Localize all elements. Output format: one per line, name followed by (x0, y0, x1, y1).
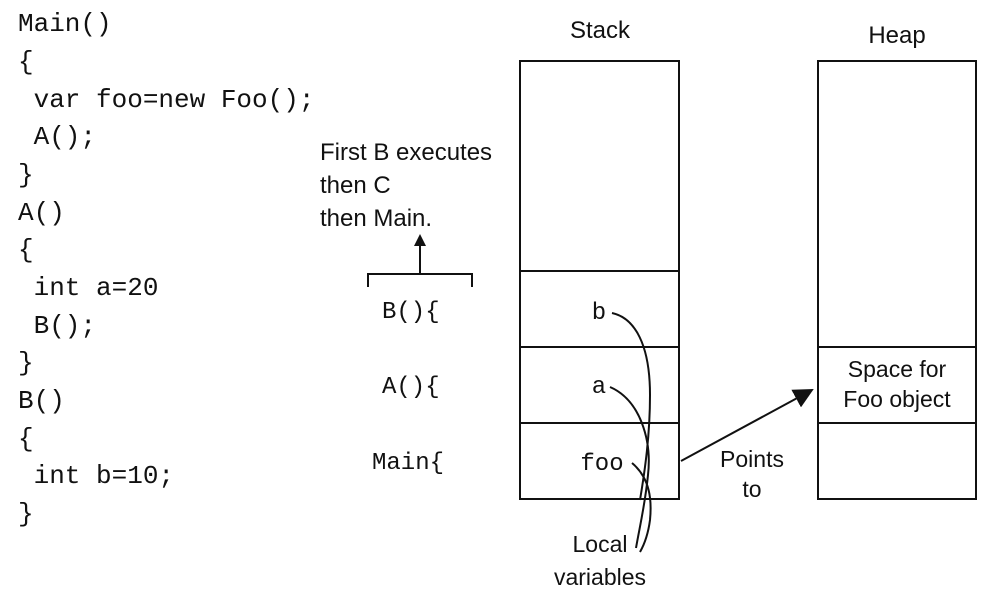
code-line: A() (18, 198, 65, 228)
stack-box (519, 60, 680, 500)
code-line: B(); (18, 311, 96, 341)
local-vars-line-1: Local (573, 531, 628, 557)
code-line: int b=10; (18, 461, 174, 491)
code-line: { (18, 235, 34, 265)
note-line-3: then Main. (320, 205, 432, 232)
note-line-1: First B executes (320, 139, 492, 166)
code-line: { (18, 47, 34, 77)
connector-foo (631, 462, 652, 553)
frame-label-a: A(){ (382, 374, 440, 401)
bracket-line (367, 273, 473, 287)
code-line: } (18, 160, 34, 190)
local-variables-connectors (609, 312, 652, 553)
stack-var-b: b (592, 300, 606, 327)
connector-a (609, 386, 650, 549)
pointer-arrow (680, 389, 814, 462)
stack-var-foo: foo (580, 451, 623, 478)
code-line: Main() (18, 9, 112, 39)
heap-space-line-2: Foo object (843, 386, 951, 412)
stack-var-a: a (592, 374, 606, 401)
note-line-2: then C (320, 172, 391, 199)
stack-title: Stack (570, 17, 631, 44)
points-to-line-1: Points (720, 446, 784, 472)
code-line: var foo=new Foo(); (18, 85, 314, 115)
code-line: } (18, 499, 34, 529)
code-line: { (18, 424, 34, 454)
code-line: B() (18, 386, 65, 416)
heap-title: Heap (868, 22, 925, 49)
heap-space-line-1: Space for (848, 356, 947, 382)
points-to-line-2: to (742, 476, 761, 502)
code-line: } (18, 348, 34, 378)
heap-box (817, 60, 977, 500)
stack: Stack b a foo (519, 17, 680, 500)
heap: Heap Space for Foo object (817, 22, 977, 500)
frame-bracket (367, 234, 473, 287)
execution-order-note: First B executes then C then Main. (320, 139, 492, 232)
frame-label-main: Main{ (372, 450, 444, 477)
connector-b (611, 312, 652, 501)
code-listing: Main() { var foo=new Foo(); A(); } A() {… (18, 9, 314, 529)
local-vars-line-2: variables (554, 564, 646, 590)
code-line: int a=20 (18, 273, 158, 303)
up-arrow-head (414, 234, 426, 246)
frame-label-b: B(){ (382, 299, 440, 326)
code-line: A(); (18, 122, 96, 152)
